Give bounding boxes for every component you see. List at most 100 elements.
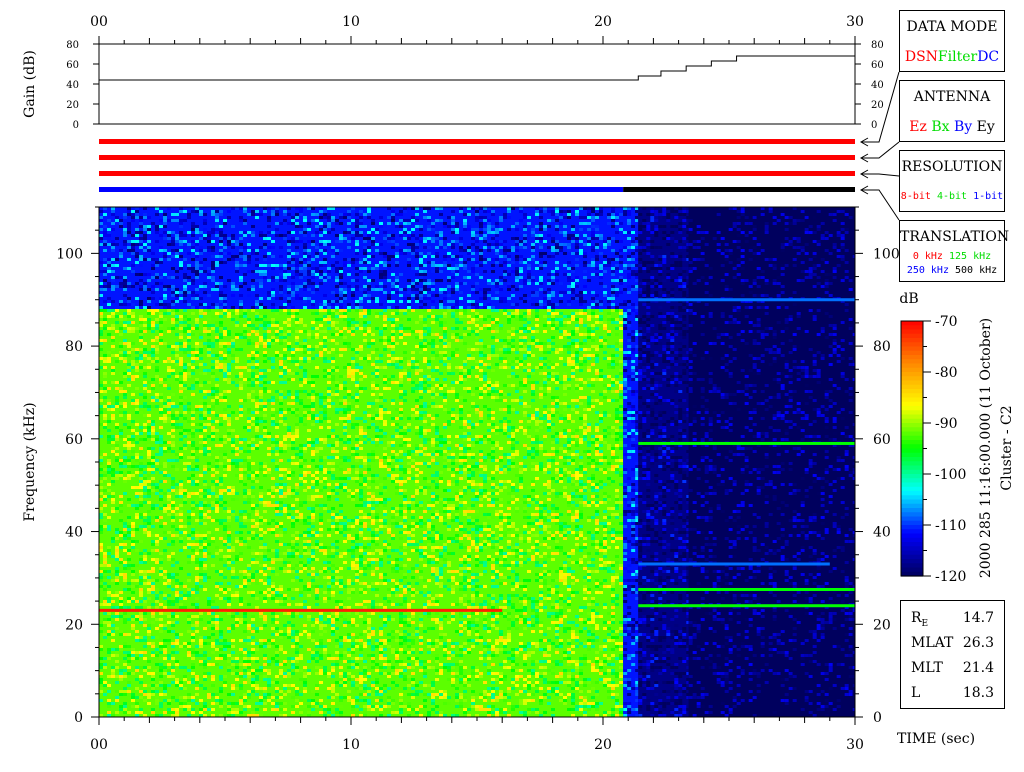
spectrogram-pixel — [111, 315, 115, 318]
spectrogram-pixel — [287, 327, 291, 330]
spectrogram-pixel — [103, 465, 107, 468]
spectrogram-pixel — [147, 366, 151, 369]
spectrogram-pixel — [287, 516, 291, 519]
spectrogram-pixel — [327, 393, 331, 396]
spectrogram-pixel — [359, 390, 363, 393]
spectrogram-pixel — [291, 351, 295, 354]
spectrogram-pixel — [183, 348, 187, 351]
spectrogram-pixel — [223, 519, 227, 522]
spectrogram-pixel — [227, 378, 231, 381]
spectrogram-pixel — [291, 663, 295, 666]
spectrogram-pixel — [271, 402, 275, 405]
spectrogram-pixel — [391, 687, 395, 690]
spectrogram-pixel — [219, 597, 223, 600]
spectrogram-pixel — [307, 498, 311, 501]
spectrogram-pixel — [107, 468, 111, 471]
spectrogram-pixel — [295, 651, 299, 654]
spectrogram-pixel — [291, 696, 295, 699]
spectrogram-pixel — [263, 639, 267, 642]
spectrogram-pixel — [207, 390, 211, 393]
spectrogram-pixel — [347, 639, 351, 642]
spectrogram-pixel — [119, 351, 123, 354]
spectrogram-pixel — [215, 495, 219, 498]
spectrogram-pixel — [219, 522, 223, 525]
spectrogram-pixel — [235, 585, 239, 588]
spectrogram-pixel — [259, 501, 263, 504]
spectrogram-pixel — [215, 657, 219, 660]
spectrogram-pixel — [215, 507, 219, 510]
spectrogram-pixel — [339, 549, 343, 552]
spectrogram-pixel — [211, 633, 215, 636]
spectrogram-pixel — [399, 612, 403, 615]
spectrogram-pixel — [383, 411, 387, 414]
spectrogram-pixel — [315, 651, 319, 654]
spectrogram-pixel — [131, 342, 135, 345]
spectrogram-pixel — [247, 657, 251, 660]
spectrogram-pixel — [391, 423, 395, 426]
spectrogram-pixel — [275, 390, 279, 393]
spectrogram-pixel — [255, 474, 259, 477]
spectrogram-pixel — [331, 516, 335, 519]
spectrogram-pixel — [347, 627, 351, 630]
spectrogram-pixel — [115, 402, 119, 405]
spectrogram-pixel — [135, 348, 139, 351]
spectrogram-pixel — [371, 423, 375, 426]
spectrogram-pixel — [143, 402, 147, 405]
spectrogram-pixel — [179, 675, 183, 678]
spectrogram-pixel — [407, 333, 411, 336]
spectrogram-pixel — [399, 381, 403, 384]
spectrogram-pixel — [211, 345, 215, 348]
spectrogram-pixel — [179, 384, 183, 387]
spectrogram-pixel — [275, 522, 279, 525]
spectrogram-pixel — [223, 576, 227, 579]
spectrogram-pixel — [139, 315, 143, 318]
spectrogram-pixel — [391, 666, 395, 669]
spectrogram-pixel — [363, 315, 367, 318]
spectrogram-pixel — [139, 516, 143, 519]
spectrogram-pixel — [191, 441, 195, 444]
spectrogram-pixel — [131, 618, 135, 621]
spectrogram-pixel — [307, 570, 311, 573]
spectrogram-pixel — [319, 324, 323, 327]
spectrogram-pixel — [419, 681, 423, 684]
spectrogram-pixel — [403, 507, 407, 510]
spectrogram-pixel — [279, 501, 283, 504]
spectrogram-pixel — [351, 561, 355, 564]
spectrogram-pixel — [423, 405, 427, 408]
spectrogram-pixel — [187, 318, 191, 321]
spectrogram-pixel — [355, 471, 359, 474]
spectrogram-pixel — [291, 504, 295, 507]
spectrogram-pixel — [363, 687, 367, 690]
spectrogram-pixel — [127, 552, 131, 555]
spectrogram-pixel — [135, 486, 139, 489]
spectrogram-pixel — [263, 387, 267, 390]
spectrogram-pixel — [223, 471, 227, 474]
spectrogram-pixel — [291, 546, 295, 549]
spectrogram-pixel — [267, 660, 271, 663]
spectrogram-pixel — [203, 444, 207, 447]
spectrogram-pixel — [295, 507, 299, 510]
spectrogram-pixel — [295, 483, 299, 486]
spectrogram-pixel — [279, 678, 283, 681]
spectrogram-pixel — [355, 423, 359, 426]
spectrogram-pixel — [287, 612, 291, 615]
spectrogram-pixel — [163, 441, 167, 444]
spectrogram-pixel — [279, 372, 283, 375]
spectrogram-pixel — [187, 333, 191, 336]
spectrogram-pixel — [187, 348, 191, 351]
spectrogram-pixel — [363, 630, 367, 633]
spectrogram-pixel — [287, 474, 291, 477]
spectrogram-pixel — [339, 483, 343, 486]
spectrogram-pixel — [403, 600, 407, 603]
spectrogram-pixel — [267, 522, 271, 525]
spectrogram-pixel — [211, 600, 215, 603]
spectrogram-pixel — [307, 357, 311, 360]
spectrogram-pixel — [283, 450, 287, 453]
spectrogram-pixel — [307, 699, 311, 702]
spectrogram-pixel — [135, 369, 139, 372]
spectrogram-pixel — [99, 435, 103, 438]
spectrogram-pixel — [247, 429, 251, 432]
spectrogram-pixel — [143, 525, 147, 528]
spectrogram-pixel — [147, 321, 151, 324]
spectrogram-pixel — [375, 606, 379, 609]
